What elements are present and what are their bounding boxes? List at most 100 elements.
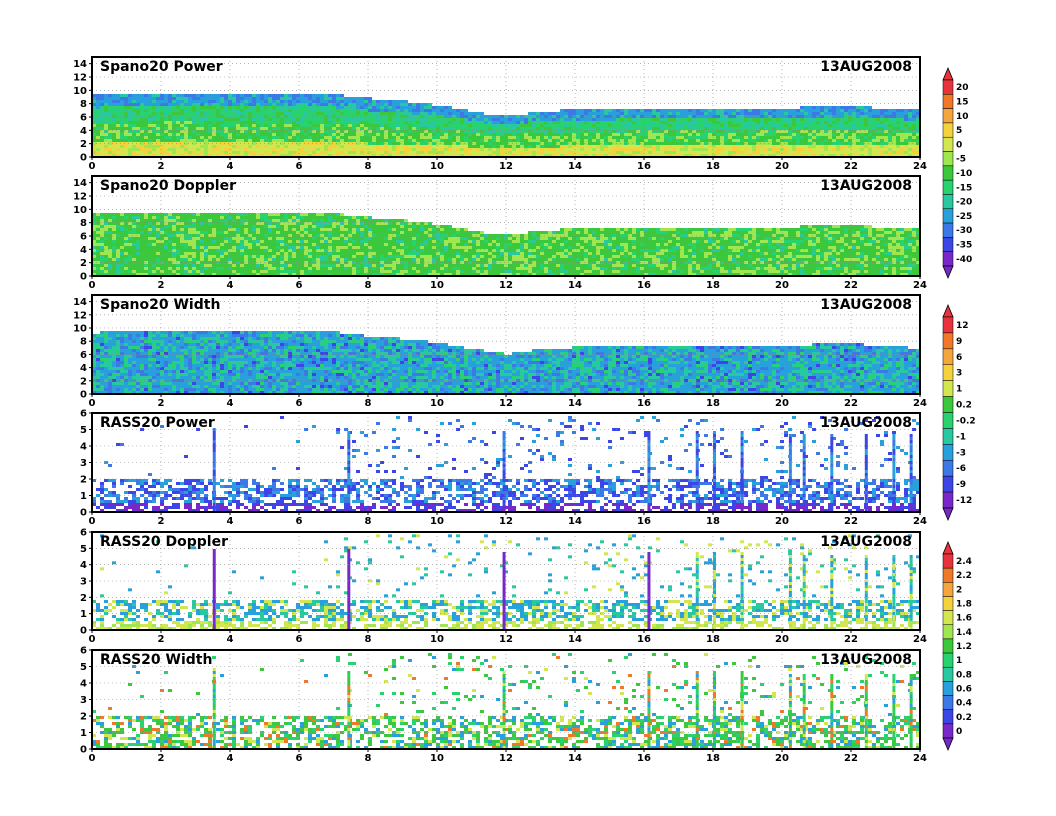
heatmap-cell <box>164 121 168 124</box>
heatmap-cell <box>156 112 160 115</box>
heatmap-cell <box>448 148 452 151</box>
heatmap-cell <box>340 121 344 124</box>
heatmap-cell <box>120 273 124 276</box>
heatmap-cell <box>176 231 180 234</box>
heatmap-cell <box>292 136 296 139</box>
heatmap-cell <box>508 124 512 127</box>
heatmap-cell <box>688 136 692 139</box>
heatmap-cell <box>144 219 148 222</box>
heatmap-cell <box>488 118 492 121</box>
heatmap-cell <box>100 243 104 246</box>
heatmap-cell <box>724 109 728 112</box>
heatmap-cell <box>188 267 192 270</box>
heatmap-cell <box>176 261 180 264</box>
heatmap-cell <box>240 267 244 270</box>
heatmap-cell <box>692 127 696 130</box>
heatmap-cell <box>896 115 900 118</box>
heatmap-cell <box>692 118 696 121</box>
heatmap-cell <box>884 154 888 157</box>
heatmap-cell <box>92 267 96 270</box>
heatmap-cell <box>124 270 128 273</box>
heatmap-cell <box>380 124 384 127</box>
heatmap-cell <box>272 124 276 127</box>
heatmap-cell <box>152 213 156 216</box>
heatmap-cell <box>916 145 920 148</box>
heatmap-cell <box>252 139 256 142</box>
heatmap-cell <box>468 130 472 133</box>
heatmap-cell <box>816 136 820 139</box>
heatmap-cell <box>772 112 776 115</box>
heatmap-cell <box>572 139 576 142</box>
heatmap-cell <box>852 127 856 130</box>
heatmap-cell <box>216 252 220 255</box>
heatmap-cell <box>424 121 428 124</box>
heatmap-cell <box>880 145 884 148</box>
heatmap-cell <box>828 115 832 118</box>
heatmap-cell <box>344 142 348 145</box>
heatmap-cell <box>176 255 180 258</box>
heatmap-cell <box>144 103 148 106</box>
heatmap-cell <box>284 130 288 133</box>
heatmap-cell <box>308 115 312 118</box>
heatmap-cell <box>392 136 396 139</box>
heatmap-cell <box>152 261 156 264</box>
heatmap-cell <box>256 109 260 112</box>
heatmap-cell <box>172 261 176 264</box>
heatmap-cell <box>240 142 244 145</box>
heatmap-cell <box>324 154 328 157</box>
heatmap-cell <box>92 121 96 124</box>
heatmap-cell <box>260 228 264 231</box>
heatmap-cell <box>244 213 248 216</box>
heatmap-cell <box>156 145 160 148</box>
heatmap-cell <box>660 109 664 112</box>
heatmap-cell <box>152 124 156 127</box>
heatmap-cell <box>464 142 468 145</box>
heatmap-cell <box>720 112 724 115</box>
heatmap-cell <box>572 145 576 148</box>
heatmap-cell <box>912 121 916 124</box>
heatmap-cell <box>284 228 288 231</box>
heatmap-cell <box>508 148 512 151</box>
heatmap-cell <box>856 106 860 109</box>
heatmap-cell <box>244 100 248 103</box>
heatmap-cell <box>116 231 120 234</box>
heatmap-cell <box>196 130 200 133</box>
heatmap-cell <box>340 94 344 97</box>
heatmap-cell <box>284 151 288 154</box>
heatmap-cell <box>712 121 716 124</box>
heatmap-cell <box>856 130 860 133</box>
heatmap-cell <box>196 100 200 103</box>
heatmap-cell <box>456 124 460 127</box>
heatmap-cell <box>488 121 492 124</box>
heatmap-cell <box>324 258 328 261</box>
heatmap-cell <box>128 219 132 222</box>
heatmap-cell <box>304 240 308 243</box>
heatmap-cell <box>472 124 476 127</box>
heatmap-cell <box>272 97 276 100</box>
heatmap-cell <box>164 136 168 139</box>
heatmap-cell <box>664 127 668 130</box>
heatmap-cell <box>564 136 568 139</box>
heatmap-cell <box>120 112 124 115</box>
heatmap-cell <box>108 124 112 127</box>
heatmap-cell <box>604 136 608 139</box>
heatmap-cell <box>172 109 176 112</box>
heatmap-cell <box>868 106 872 109</box>
heatmap-cell <box>768 139 772 142</box>
heatmap-cell <box>384 121 388 124</box>
heatmap-cell <box>304 148 308 151</box>
heatmap-cell <box>288 142 292 145</box>
heatmap-cell <box>232 121 236 124</box>
heatmap-cell <box>232 118 236 121</box>
heatmap-cell <box>620 118 624 121</box>
heatmap-cell <box>260 94 264 97</box>
heatmap-cell <box>772 151 776 154</box>
heatmap-cell <box>324 109 328 112</box>
heatmap-cell <box>316 103 320 106</box>
heatmap-cell <box>644 136 648 139</box>
heatmap-cell <box>192 133 196 136</box>
heatmap-cell <box>608 154 612 157</box>
heatmap-cell <box>216 100 220 103</box>
heatmap-cell <box>416 109 420 112</box>
heatmap-cell <box>164 252 168 255</box>
